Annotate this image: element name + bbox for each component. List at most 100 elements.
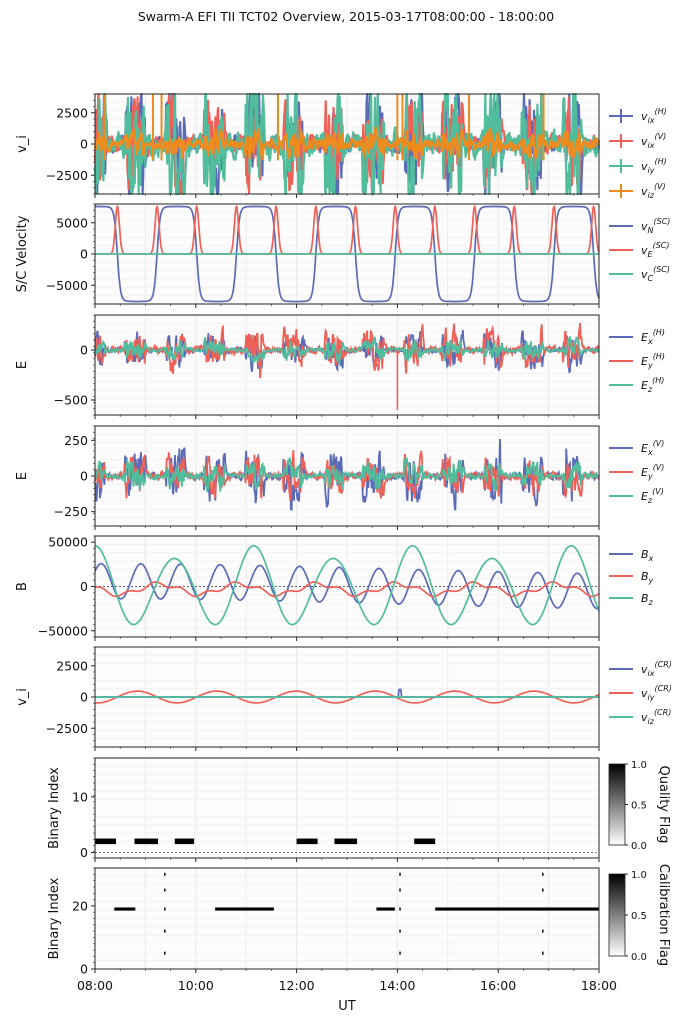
- colorbar-tick-label: 1.0: [631, 760, 647, 771]
- legend-label: Ex(H): [641, 328, 665, 346]
- y-tick-label: 10: [72, 789, 88, 804]
- series-1-line: [95, 205, 600, 303]
- series-4-line: [93, 126, 601, 161]
- legend-label: vix(H): [641, 107, 667, 125]
- flag-spike: [399, 929, 401, 933]
- flag-bar: [134, 838, 158, 845]
- x-tick-label: 14:00: [379, 978, 415, 993]
- plot-frame: [94, 757, 600, 859]
- plot-frame: [94, 203, 600, 305]
- series-3-line: [94, 457, 600, 492]
- legend-label: viz(CR): [641, 708, 671, 726]
- y-axis-label: B: [15, 582, 30, 591]
- panel-group: 25000−2500v_ivix(H)vix(V)viy(H)viz(V)500…: [15, 92, 672, 993]
- legend: Bx By Bz: [609, 548, 654, 607]
- y-axis-label: E: [15, 472, 30, 480]
- legend-label: Ey(H): [641, 352, 665, 370]
- legend: vix(CR) viy(CR) viz(CR): [609, 660, 672, 726]
- y-tick-label: 250: [64, 433, 88, 448]
- y-tick-label: 0: [80, 343, 88, 358]
- colorbar-tick-label: 0.5: [631, 801, 647, 812]
- x-axis: 08:00 10:00 12:00 14:00 16:00 18:00: [77, 978, 617, 993]
- legend-label: vE(SC): [641, 241, 669, 259]
- x-axis-label: UT: [338, 999, 356, 1014]
- panel-8: 20 0 Binary Index 1.0 0.5 0.0 Calibration Flag: [47, 864, 671, 977]
- y-tick-label: 0: [80, 690, 88, 705]
- series-3-line: [94, 544, 600, 626]
- y-tick-label: 20: [72, 898, 88, 913]
- colorbar: [608, 873, 626, 957]
- y-axis-label: Binary Index: [47, 877, 62, 959]
- legend-label: vix(CR): [641, 660, 672, 678]
- plot-frame: [94, 535, 600, 638]
- y-tick-label: 0: [80, 845, 88, 860]
- y-tick-label: −2500: [46, 168, 88, 183]
- flag-bar: [435, 907, 599, 911]
- y-tick-label: −2500: [46, 721, 88, 736]
- legend-label: Ex(V): [641, 439, 664, 457]
- legend-label: Ez(H): [641, 376, 664, 394]
- colorbar-tick-label: 0.5: [631, 911, 647, 922]
- legend: vix(H) vix(V) viy(H) viz(V): [609, 107, 667, 200]
- flag-spike: [399, 872, 401, 876]
- plot-frame: [94, 314, 600, 416]
- legend-label: Ez(V): [641, 487, 664, 505]
- legend: vN(SC) vE(SC) vC(SC): [609, 217, 670, 283]
- panel-1: 2500 0 −2500 v_i vix(H) vix(V) viy(H) viz(V): [15, 92, 667, 200]
- flag-bar: [95, 838, 116, 845]
- legend: Ex(H) Ey(H) Ez(H): [609, 328, 665, 394]
- y-tick-label: 0: [80, 579, 88, 594]
- flag-spike: [542, 907, 544, 911]
- y-tick-label: 2500: [56, 105, 88, 120]
- x-tick-label: 10:00: [178, 978, 214, 993]
- legend-label: viy(CR): [641, 684, 672, 702]
- y-tick-label: −5000: [46, 278, 88, 293]
- x-tick-label: 18:00: [581, 978, 617, 993]
- panel-6: 2500 0 −2500 v_i vix(CR) viy(CR) viz(CR): [15, 646, 672, 751]
- flag-spike: [542, 951, 544, 955]
- y-tick-label: −500: [54, 393, 88, 408]
- flag-spike: [164, 929, 166, 933]
- legend-label: viz(V): [641, 182, 666, 200]
- legend-label: By: [641, 570, 654, 585]
- plot-frame: [94, 867, 600, 970]
- panel-2: 5000 0 −5000 S/C Velocity vN(SC) vE(SC) vC(SC): [15, 203, 670, 308]
- flag-spike: [399, 951, 401, 955]
- flag-bar: [376, 907, 395, 911]
- plot-frame: [94, 93, 600, 195]
- legend-label: Bx: [641, 548, 654, 563]
- y-tick-label: 5000: [56, 215, 88, 230]
- x-tick-label: 08:00: [77, 978, 113, 993]
- plot-frame: [94, 646, 600, 748]
- series-3-line: [94, 336, 600, 364]
- y-tick-label: −50000: [38, 623, 88, 638]
- flag-spike: [164, 951, 166, 955]
- flag-spike: [542, 872, 544, 876]
- flag-bar: [296, 838, 318, 845]
- y-axis-label: v_i: [15, 688, 30, 706]
- flag-bar: [215, 907, 274, 911]
- flag-bar: [334, 838, 358, 845]
- figure-title: Swarm-A EFI TII TCT02 Overview, 2015-03-…: [138, 9, 554, 24]
- y-tick-label: 0: [80, 247, 88, 262]
- y-axis-label: Binary Index: [47, 767, 62, 849]
- y-tick-label: 0: [80, 469, 88, 484]
- legend-label: vC(SC): [641, 265, 670, 283]
- x-tick-label: 12:00: [279, 978, 315, 993]
- flag-spike: [542, 929, 544, 933]
- series-1-line: [94, 562, 600, 610]
- legend-label: vN(SC): [641, 217, 670, 235]
- y-tick-label: 50000: [48, 535, 88, 550]
- legend: Ex(V) Ey(V) Ez(V): [609, 439, 664, 505]
- plot-frame: [94, 425, 600, 527]
- colorbar-tick-label: 0.0: [631, 841, 647, 852]
- flag-spike: [542, 888, 544, 892]
- y-tick-label: 0: [80, 137, 88, 152]
- colorbar-label: Calibration Flag: [656, 864, 671, 966]
- panel-7: 10 0 Binary Index 1.0 0.5 0.0 Quality Flag: [47, 757, 671, 862]
- y-tick-label: 0: [80, 962, 88, 977]
- colorbar-label: Quality Flag: [656, 766, 671, 844]
- legend-label: vix(V): [641, 132, 666, 150]
- flag-bar: [114, 907, 136, 911]
- x-tick-label: 16:00: [480, 978, 516, 993]
